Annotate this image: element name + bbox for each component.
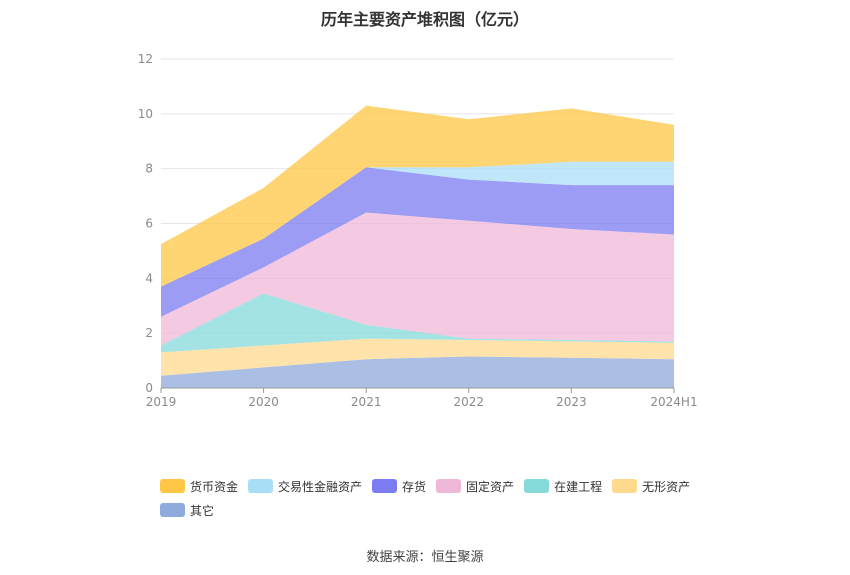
data-source-note: 数据来源：恒生聚源	[366, 550, 484, 565]
x-tick-label: 2020	[248, 395, 279, 409]
y-tick-label: 4	[145, 271, 153, 285]
legend-item[interactable]: 无形资产	[612, 474, 690, 498]
legend-label: 其它	[190, 503, 215, 518]
legend-item[interactable]: 在建工程	[524, 474, 602, 498]
legend-swatch	[372, 479, 398, 493]
area-series-固定资产	[161, 212, 674, 346]
y-axis-tick-labels: 0 2 4 6 8 10 12	[138, 52, 153, 395]
legend-swatch	[160, 479, 185, 493]
area-series-其它	[161, 356, 674, 388]
x-tick-label: 2023	[556, 395, 587, 409]
y-tick-label: 0	[145, 381, 153, 395]
y-tick-label: 12	[138, 52, 153, 66]
y-tick-label: 6	[145, 217, 153, 231]
x-axis	[160, 387, 675, 393]
area-series	[161, 105, 674, 388]
area-series-存货	[161, 167, 674, 317]
legend-swatch	[612, 479, 638, 493]
legend-swatch	[524, 479, 550, 493]
legend-item[interactable]: 货币资金	[160, 474, 238, 498]
legend-label: 无形资产	[642, 479, 691, 494]
legend-swatch	[436, 479, 462, 493]
legend-label: 交易性金融资产	[278, 479, 363, 494]
area-series-货币资金	[161, 105, 674, 287]
x-tick-label: 2019	[146, 395, 177, 409]
legend-item[interactable]: 交易性金融资产	[248, 474, 362, 498]
x-tick-label: 2024H1	[650, 395, 697, 409]
legend-item[interactable]: 其它	[160, 498, 214, 522]
area-series-在建工程	[161, 293, 674, 353]
x-tick-label: 2022	[454, 395, 485, 409]
chart-legend: 货币资金 交易性金融资产 存货 固定资产 在建工程 无形资产其它	[160, 474, 720, 522]
legend-label: 固定资产	[466, 479, 515, 494]
x-axis-tick-labels: 2019 2020 2021 2022 2023 2024H1	[146, 395, 698, 409]
x-tick-label: 2021	[351, 395, 382, 409]
area-series-无形资产	[161, 338, 674, 376]
legend-item[interactable]: 存货	[372, 474, 426, 498]
legend-swatch	[248, 479, 274, 493]
legend-label: 存货	[402, 479, 427, 494]
legend-item[interactable]: 固定资产	[436, 474, 514, 498]
stacked-area-chart: 0 2 4 6 8 10 12 2019 2020 2021 2022 2023 2024H1	[138, 52, 698, 409]
y-tick-label: 8	[145, 162, 153, 176]
legend-label: 在建工程	[554, 479, 603, 494]
area-series-交易性金融资产	[161, 161, 674, 287]
legend-label: 货币资金	[190, 479, 239, 494]
y-tick-label: 2	[145, 326, 153, 340]
chart-title: 历年主要资产堆积图（亿元）	[320, 10, 529, 29]
legend-swatch	[160, 503, 185, 517]
y-tick-label: 10	[138, 107, 153, 121]
